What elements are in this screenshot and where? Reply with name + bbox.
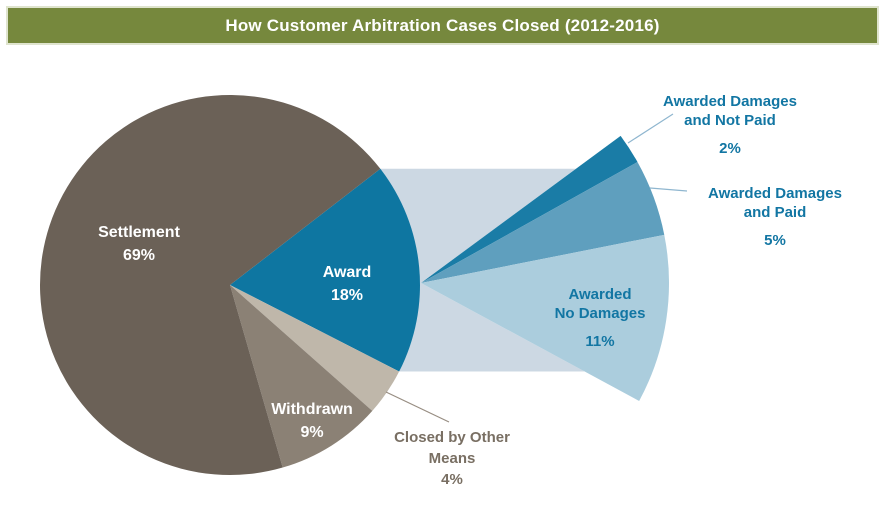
pie-slice-withdrawn <box>230 285 373 468</box>
pie-slice-closed-by-other-means <box>230 285 400 411</box>
slice-label: and Paid <box>743 204 807 221</box>
breakout-slice-awarded-damages-and-not-paid <box>421 135 638 283</box>
leader-awarded-damages-paid <box>649 187 688 192</box>
pie-slice-settlement <box>39 95 381 476</box>
award-breakout-band <box>380 168 585 372</box>
chart-title: How Customer Arbitration Cases Closed (2… <box>225 15 660 35</box>
slice-label: Awarded Damages <box>663 93 797 110</box>
slice-percent: 5% <box>764 232 786 249</box>
slice-label: Award <box>322 264 372 281</box>
label-awarded-damages-paid: Awarded Damages and Paid 5% <box>675 184 875 250</box>
label-closed-by-other-means: Closed by Other Means 4% <box>372 427 532 490</box>
pie-slice-award <box>230 168 420 372</box>
label-awarded-no-damages: Awarded No Damages 11% <box>500 285 700 351</box>
chart-title-bar: How Customer Arbitration Cases Closed (2… <box>6 6 879 45</box>
slice-label: Means <box>428 450 476 467</box>
label-award: Award 18% <box>287 261 407 307</box>
breakout-slice-awarded-no-damages <box>421 234 669 401</box>
leader-closed-by-other-means <box>385 391 450 423</box>
leader-awarded-damages-not-paid <box>627 113 674 144</box>
slice-label: Withdrawn <box>271 401 353 418</box>
slice-label: Awarded <box>568 286 632 303</box>
label-awarded-damages-not-paid: Awarded Damages and Not Paid 2% <box>630 92 830 158</box>
slice-percent: 4% <box>441 471 463 488</box>
slice-label: Closed by Other <box>394 429 510 446</box>
slice-percent: 2% <box>719 140 741 157</box>
slice-percent: 69% <box>122 247 156 264</box>
slice-label: and Not Paid <box>684 112 776 129</box>
slice-percent: 9% <box>300 424 324 441</box>
label-settlement: Settlement 69% <box>64 221 214 267</box>
breakout-slice-awarded-damages-and-paid <box>421 162 665 283</box>
slice-percent: 18% <box>330 287 364 304</box>
label-withdrawn: Withdrawn 9% <box>242 398 382 444</box>
slice-percent: 11% <box>585 333 615 350</box>
slice-label: Settlement <box>98 224 180 241</box>
slice-label: Awarded Damages <box>708 185 842 202</box>
slice-label: No Damages <box>554 305 646 322</box>
